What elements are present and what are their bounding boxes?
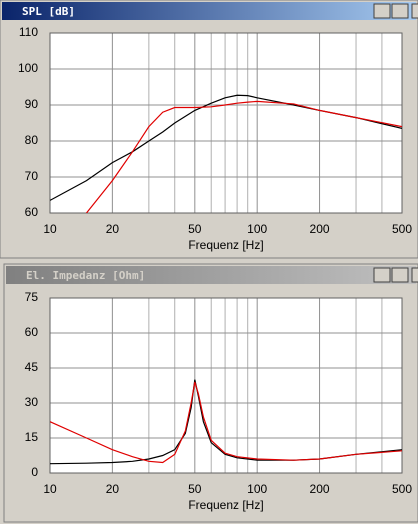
x-tick-label: 20 <box>106 482 120 496</box>
x-tick-label: 500 <box>392 222 412 236</box>
x-tick-label: 100 <box>247 482 267 496</box>
y-tick-label: 60 <box>25 205 39 219</box>
y-tick-label: 80 <box>25 133 39 147</box>
x-tick-label: 50 <box>188 222 202 236</box>
minimize-button[interactable] <box>373 267 391 283</box>
x-tick-label: 200 <box>310 482 330 496</box>
minimize-button[interactable] <box>373 3 391 19</box>
y-tick-label: 70 <box>25 169 39 183</box>
maximize-button[interactable] <box>391 3 409 19</box>
y-tick-label: 110 <box>19 25 38 39</box>
close-button[interactable] <box>411 3 418 19</box>
x-axis-label: Frequenz [Hz] <box>188 238 263 252</box>
window-title: SPL [dB] <box>22 5 75 18</box>
plot-border <box>49 32 403 214</box>
close-button[interactable] <box>411 267 418 283</box>
x-axis-label: Frequenz [Hz] <box>188 498 263 512</box>
x-tick-label: 500 <box>392 482 412 496</box>
y-tick-label: 60 <box>25 325 39 339</box>
x-tick-label: 20 <box>106 222 120 236</box>
x-tick-label: 100 <box>247 222 267 236</box>
x-tick-label: 50 <box>188 482 202 496</box>
y-tick-label: 30 <box>25 395 39 409</box>
series-line <box>50 94 402 201</box>
window-title: El. Impedanz [Ohm] <box>26 269 145 282</box>
y-tick-label: 15 <box>25 430 39 444</box>
x-tick-label: 10 <box>43 222 57 236</box>
y-tick-label: 45 <box>25 360 39 374</box>
maximize-button[interactable] <box>391 267 409 283</box>
title-bar <box>6 266 416 284</box>
plot-area <box>50 298 402 473</box>
series-line <box>50 381 402 464</box>
y-tick-label: 75 <box>25 290 39 304</box>
y-tick-label: 100 <box>18 61 38 75</box>
y-tick-label: 0 <box>31 465 38 479</box>
x-tick-label: 10 <box>43 482 57 496</box>
plot-border <box>49 297 403 474</box>
title-bar <box>2 2 416 20</box>
x-tick-label: 200 <box>310 222 330 236</box>
y-tick-label: 90 <box>25 97 39 111</box>
series-line <box>86 100 402 213</box>
plot-area <box>50 33 402 213</box>
